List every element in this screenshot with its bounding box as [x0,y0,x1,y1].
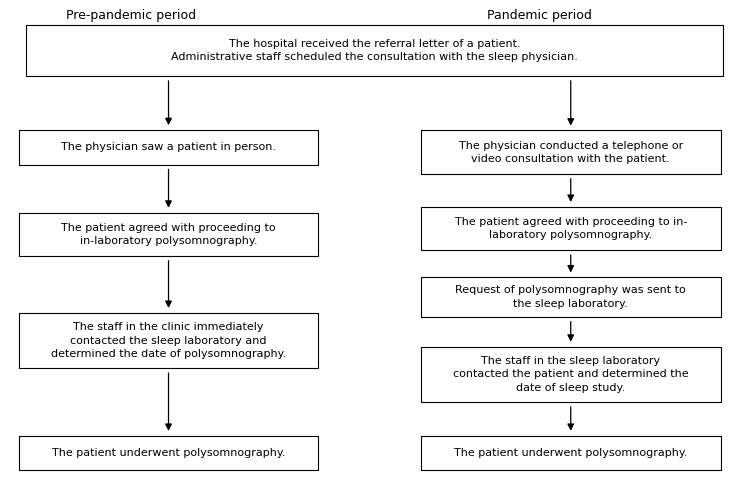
FancyBboxPatch shape [19,213,318,256]
FancyBboxPatch shape [421,277,721,317]
Text: The hospital received the referral letter of a patient.
Administrative staff sch: The hospital received the referral lette… [171,39,578,62]
Text: Pandemic period: Pandemic period [487,9,592,22]
FancyBboxPatch shape [421,207,721,250]
FancyBboxPatch shape [421,346,721,402]
FancyBboxPatch shape [421,436,721,470]
Text: The patient agreed with proceeding to in-
laboratory polysomnography.: The patient agreed with proceeding to in… [455,217,687,240]
Text: The patient agreed with proceeding to
in-laboratory polysomnography.: The patient agreed with proceeding to in… [61,223,276,246]
FancyBboxPatch shape [421,130,721,174]
Text: The patient underwent polysomnography.: The patient underwent polysomnography. [454,448,688,458]
Text: The physician saw a patient in person.: The physician saw a patient in person. [61,142,276,152]
FancyBboxPatch shape [19,313,318,368]
Text: The physician conducted a telephone or
video consultation with the patient.: The physician conducted a telephone or v… [458,141,683,164]
FancyBboxPatch shape [19,436,318,470]
Text: The patient underwent polysomnography.: The patient underwent polysomnography. [52,448,285,458]
FancyBboxPatch shape [19,130,318,165]
FancyBboxPatch shape [26,25,723,76]
Text: Pre-pandemic period: Pre-pandemic period [66,9,196,22]
Text: Request of polysomnography was sent to
the sleep laboratory.: Request of polysomnography was sent to t… [455,285,686,309]
Text: The staff in the clinic immediately
contacted the sleep laboratory and
determine: The staff in the clinic immediately cont… [51,322,286,359]
Text: The staff in the sleep laboratory
contacted the patient and determined the
date : The staff in the sleep laboratory contac… [453,356,688,393]
